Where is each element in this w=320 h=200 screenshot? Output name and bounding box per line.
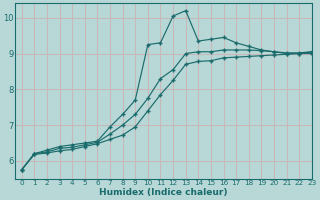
- X-axis label: Humidex (Indice chaleur): Humidex (Indice chaleur): [100, 188, 228, 197]
